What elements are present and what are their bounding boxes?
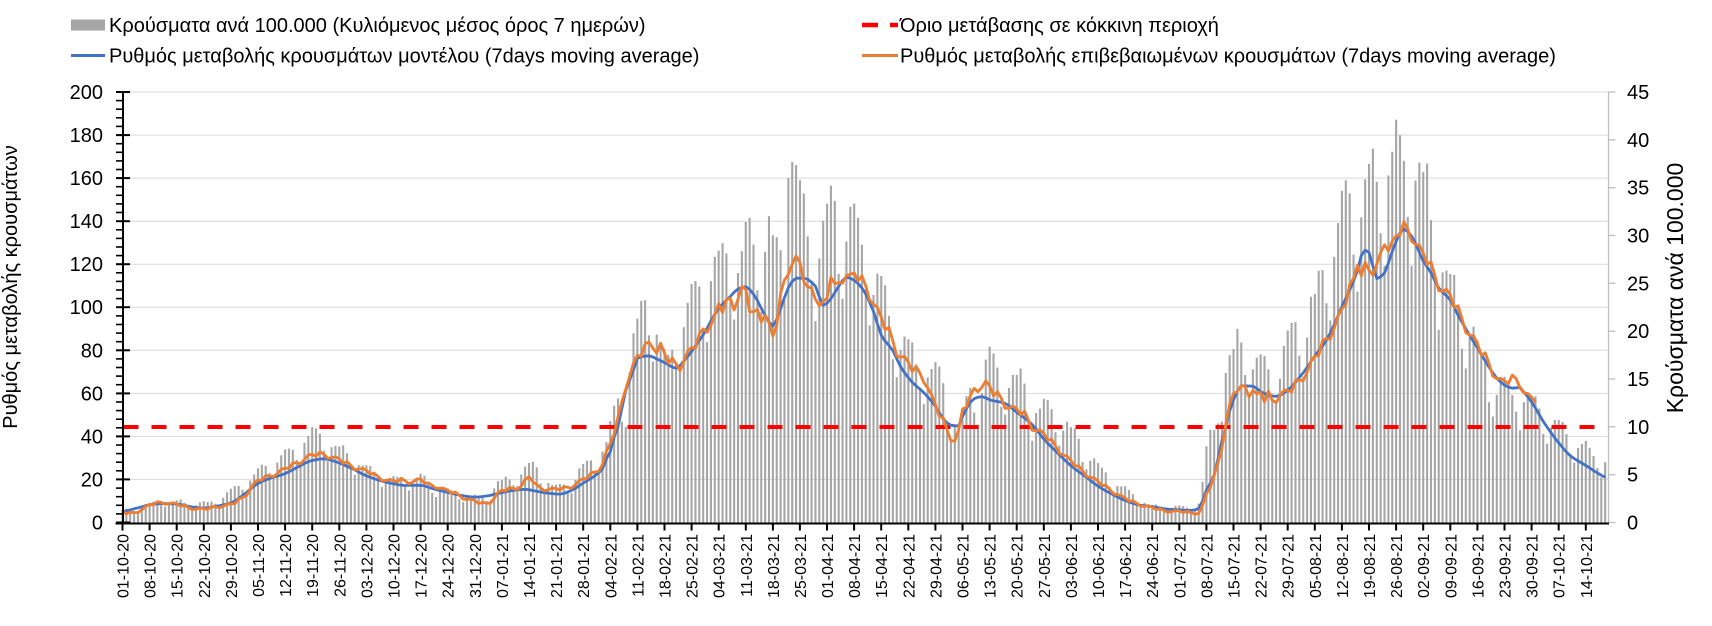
svg-text:Κρούσματα ανά 100.000 (Κυλιόμε: Κρούσματα ανά 100.000 (Κυλιόμενος μέσος … (109, 15, 646, 37)
svg-text:07-10-21: 07-10-21 (1552, 534, 1569, 598)
svg-text:11-03-21: 11-03-21 (739, 534, 756, 597)
svg-text:22-10-20: 22-10-20 (197, 534, 214, 598)
svg-text:19-11-20: 19-11-20 (305, 534, 322, 597)
svg-text:180: 180 (70, 125, 103, 147)
svg-text:10-12-20: 10-12-20 (387, 534, 404, 598)
svg-text:200: 200 (70, 82, 103, 104)
svg-text:05-08-21: 05-08-21 (1308, 534, 1325, 598)
svg-text:26-11-20: 26-11-20 (332, 534, 349, 597)
svg-text:29-10-20: 29-10-20 (224, 534, 241, 598)
svg-text:05-11-20: 05-11-20 (251, 534, 268, 597)
svg-text:11-02-21: 11-02-21 (630, 534, 647, 597)
svg-text:27-05-21: 27-05-21 (1037, 534, 1054, 598)
svg-text:26-08-21: 26-08-21 (1389, 534, 1406, 598)
svg-text:09-09-21: 09-09-21 (1443, 534, 1460, 598)
svg-text:20: 20 (1627, 321, 1649, 343)
svg-text:19-08-21: 19-08-21 (1362, 534, 1379, 598)
svg-text:Ρυθμός μεταβολής κρουσμάτων: Ρυθμός μεταβολής κρουσμάτων (0, 145, 22, 429)
svg-text:10-06-21: 10-06-21 (1091, 534, 1108, 598)
svg-text:30: 30 (1627, 226, 1649, 248)
svg-text:15: 15 (1627, 369, 1649, 391)
svg-text:20: 20 (81, 469, 103, 491)
svg-text:Κρούσματα ανά 100.000: Κρούσματα ανά 100.000 (1662, 163, 1688, 414)
svg-text:14-01-21: 14-01-21 (522, 534, 539, 598)
svg-text:20-05-21: 20-05-21 (1010, 534, 1027, 598)
svg-text:24-06-21: 24-06-21 (1145, 534, 1162, 598)
svg-text:15-07-21: 15-07-21 (1227, 534, 1244, 598)
svg-text:08-07-21: 08-07-21 (1199, 534, 1216, 598)
svg-text:0: 0 (1627, 513, 1638, 535)
svg-text:22-07-21: 22-07-21 (1254, 534, 1271, 598)
svg-text:24-12-20: 24-12-20 (441, 534, 458, 598)
svg-text:28-01-21: 28-01-21 (576, 534, 593, 598)
svg-text:18-03-21: 18-03-21 (766, 534, 783, 598)
svg-text:01-07-21: 01-07-21 (1172, 534, 1189, 598)
svg-text:23-09-21: 23-09-21 (1498, 534, 1515, 598)
svg-text:29-04-21: 29-04-21 (928, 534, 945, 598)
svg-text:01-04-21: 01-04-21 (820, 534, 837, 598)
svg-text:15-10-20: 15-10-20 (170, 534, 187, 598)
svg-text:21-01-21: 21-01-21 (549, 534, 566, 598)
svg-text:10: 10 (1627, 417, 1649, 439)
svg-text:04-02-21: 04-02-21 (603, 534, 620, 598)
svg-text:08-10-20: 08-10-20 (143, 534, 160, 598)
svg-text:03-12-20: 03-12-20 (359, 534, 376, 598)
svg-text:25-02-21: 25-02-21 (685, 534, 702, 598)
svg-text:12-08-21: 12-08-21 (1335, 534, 1352, 598)
svg-text:Ρυθμός μεταβολής επιβεβαιωμένω: Ρυθμός μεταβολής επιβεβαιωμένων κρουσμάτ… (900, 46, 1556, 68)
svg-text:07-01-21: 07-01-21 (495, 534, 512, 598)
svg-text:120: 120 (70, 254, 103, 276)
svg-text:140: 140 (70, 211, 103, 233)
svg-text:31-12-20: 31-12-20 (468, 534, 485, 598)
svg-text:01-10-20: 01-10-20 (116, 534, 133, 598)
svg-text:14-10-21: 14-10-21 (1579, 534, 1596, 598)
svg-text:08-04-21: 08-04-21 (847, 534, 864, 598)
svg-text:45: 45 (1627, 82, 1649, 104)
svg-text:40: 40 (81, 426, 103, 448)
svg-text:25-03-21: 25-03-21 (793, 534, 810, 598)
svg-text:30-09-21: 30-09-21 (1525, 534, 1542, 598)
svg-text:04-03-21: 04-03-21 (712, 534, 729, 598)
svg-text:13-05-21: 13-05-21 (983, 534, 1000, 598)
svg-text:06-05-21: 06-05-21 (956, 534, 973, 598)
svg-text:160: 160 (70, 168, 103, 190)
svg-text:12-11-20: 12-11-20 (278, 534, 295, 597)
svg-text:15-04-21: 15-04-21 (874, 534, 891, 598)
svg-text:60: 60 (81, 383, 103, 405)
svg-text:100: 100 (70, 297, 103, 319)
svg-text:02-09-21: 02-09-21 (1416, 534, 1433, 598)
svg-text:17-06-21: 17-06-21 (1118, 534, 1135, 598)
svg-text:25: 25 (1627, 273, 1649, 295)
svg-text:29-07-21: 29-07-21 (1281, 534, 1298, 598)
svg-text:Ρυθμός μεταβολής κρουσμάτων μο: Ρυθμός μεταβολής κρουσμάτων μοντέλου (7d… (109, 46, 699, 68)
svg-text:80: 80 (81, 340, 103, 362)
svg-text:16-09-21: 16-09-21 (1470, 534, 1487, 598)
svg-text:03-06-21: 03-06-21 (1064, 534, 1081, 598)
svg-text:0: 0 (92, 513, 103, 535)
svg-text:5: 5 (1627, 465, 1638, 487)
svg-text:18-02-21: 18-02-21 (658, 534, 675, 598)
svg-text:17-12-20: 17-12-20 (414, 534, 431, 598)
svg-text:35: 35 (1627, 178, 1649, 200)
svg-text:40: 40 (1627, 130, 1649, 152)
svg-text:Όριο μετάβασης σε κόκκινη περι: Όριο μετάβασης σε κόκκινη περιοχή (899, 15, 1219, 37)
svg-text:22-04-21: 22-04-21 (901, 534, 918, 598)
